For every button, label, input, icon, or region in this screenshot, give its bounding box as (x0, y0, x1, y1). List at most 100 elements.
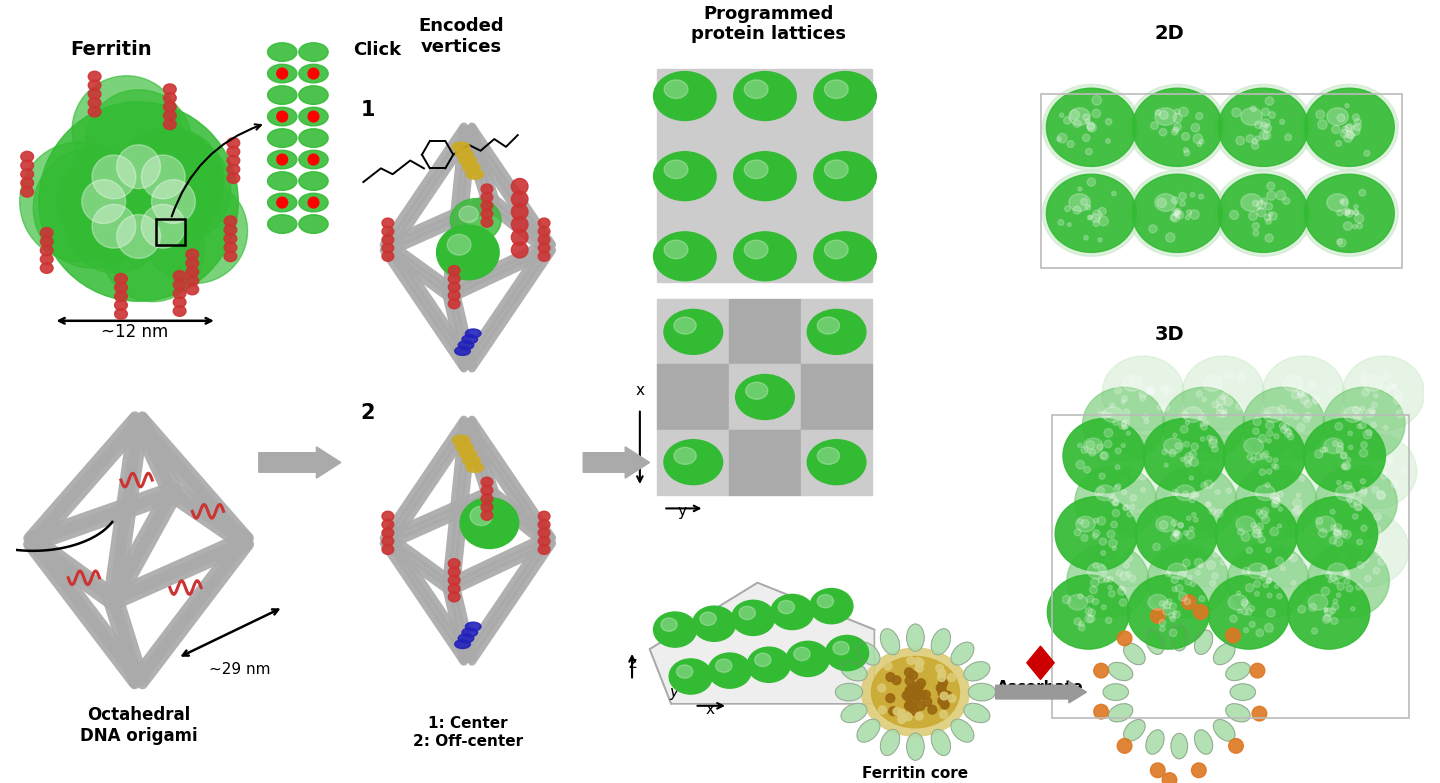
Circle shape (1107, 530, 1115, 538)
Circle shape (1336, 480, 1341, 485)
Circle shape (1316, 518, 1323, 525)
Circle shape (1204, 421, 1208, 425)
Circle shape (1064, 117, 1071, 124)
Circle shape (1361, 554, 1367, 558)
Circle shape (1356, 543, 1364, 550)
Circle shape (936, 664, 943, 672)
Circle shape (1356, 561, 1364, 568)
Text: Ascorbate: Ascorbate (998, 680, 1084, 695)
Ellipse shape (1129, 85, 1227, 170)
Circle shape (1120, 551, 1126, 557)
Circle shape (1172, 530, 1178, 536)
Ellipse shape (1241, 193, 1263, 211)
Ellipse shape (452, 435, 469, 445)
Circle shape (1064, 206, 1070, 211)
Circle shape (1079, 187, 1081, 191)
Circle shape (1233, 455, 1237, 460)
Circle shape (1200, 596, 1205, 601)
Ellipse shape (744, 160, 768, 179)
Ellipse shape (1043, 170, 1140, 256)
Ellipse shape (481, 485, 492, 496)
Circle shape (1297, 539, 1305, 547)
Circle shape (1348, 499, 1352, 503)
Ellipse shape (932, 730, 950, 756)
Circle shape (1217, 405, 1223, 411)
Circle shape (1184, 531, 1188, 536)
Circle shape (1109, 590, 1115, 597)
Circle shape (1179, 107, 1188, 117)
Ellipse shape (786, 641, 829, 677)
Circle shape (1345, 211, 1349, 215)
Circle shape (82, 179, 125, 223)
Ellipse shape (857, 642, 880, 665)
Circle shape (1115, 448, 1122, 454)
Circle shape (1313, 395, 1319, 402)
Bar (801, 430, 873, 495)
Circle shape (1293, 413, 1299, 420)
Circle shape (1128, 511, 1133, 517)
Circle shape (102, 199, 204, 301)
Circle shape (1257, 207, 1266, 217)
Ellipse shape (825, 636, 868, 670)
Circle shape (1189, 458, 1198, 467)
Circle shape (1341, 199, 1348, 205)
Circle shape (1185, 420, 1189, 425)
Ellipse shape (40, 263, 53, 273)
Circle shape (1162, 601, 1171, 609)
Circle shape (1269, 212, 1277, 220)
Circle shape (1256, 509, 1261, 515)
Circle shape (917, 691, 926, 699)
Ellipse shape (164, 84, 176, 95)
Circle shape (1104, 557, 1110, 563)
Circle shape (1217, 531, 1224, 539)
Circle shape (904, 713, 912, 720)
Circle shape (308, 68, 318, 79)
Circle shape (1356, 539, 1362, 545)
Ellipse shape (1208, 575, 1290, 649)
Ellipse shape (1083, 388, 1165, 461)
Circle shape (1283, 197, 1290, 204)
Circle shape (1241, 532, 1250, 541)
Ellipse shape (1274, 453, 1295, 469)
Circle shape (1090, 586, 1097, 594)
Ellipse shape (462, 628, 478, 637)
Circle shape (1063, 595, 1070, 604)
Circle shape (1093, 563, 1099, 568)
Ellipse shape (1068, 594, 1087, 610)
Circle shape (1329, 608, 1335, 614)
Circle shape (1057, 133, 1067, 143)
Text: x: x (706, 702, 714, 716)
Ellipse shape (664, 240, 688, 258)
Ellipse shape (186, 276, 199, 286)
Ellipse shape (462, 456, 481, 466)
Ellipse shape (451, 199, 501, 242)
Circle shape (1391, 481, 1398, 488)
Circle shape (114, 128, 222, 236)
Circle shape (878, 706, 886, 714)
Circle shape (56, 152, 156, 251)
Circle shape (1202, 397, 1207, 402)
Circle shape (1341, 452, 1348, 459)
Circle shape (1251, 142, 1259, 150)
Circle shape (118, 128, 225, 233)
Ellipse shape (268, 86, 297, 104)
Circle shape (1086, 441, 1094, 449)
Circle shape (1254, 121, 1261, 128)
Ellipse shape (115, 309, 127, 319)
Circle shape (917, 679, 926, 687)
Circle shape (1122, 489, 1128, 495)
Circle shape (1344, 571, 1348, 576)
Circle shape (1388, 456, 1394, 461)
Circle shape (1192, 491, 1198, 497)
Ellipse shape (173, 288, 186, 298)
Circle shape (1132, 471, 1138, 478)
Circle shape (1384, 425, 1388, 430)
Circle shape (1146, 385, 1155, 393)
Circle shape (1329, 575, 1336, 582)
Circle shape (1318, 458, 1323, 464)
Ellipse shape (1043, 85, 1140, 170)
Circle shape (1119, 475, 1128, 484)
Circle shape (1184, 150, 1189, 156)
Circle shape (1341, 530, 1348, 537)
Ellipse shape (448, 559, 459, 568)
